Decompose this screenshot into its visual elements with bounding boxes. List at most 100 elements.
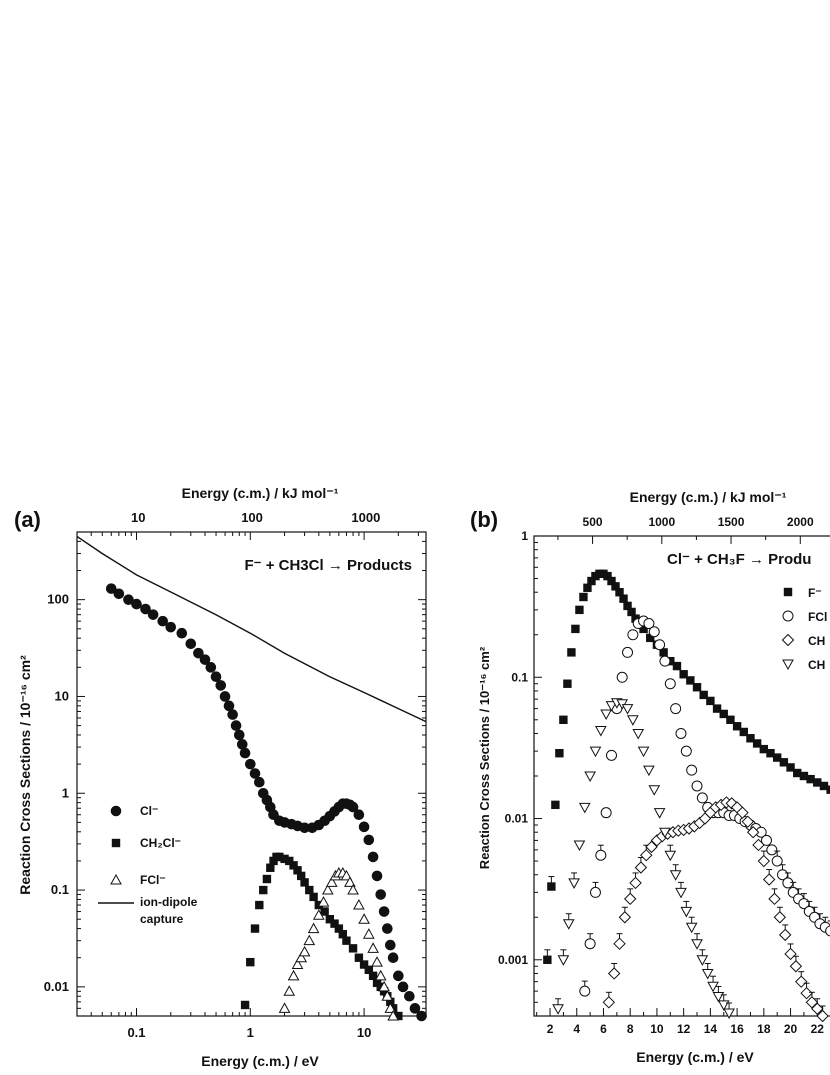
data-point-2 (362, 928, 375, 939)
data-point-1 (275, 852, 284, 862)
data-point-0 (205, 662, 217, 673)
x2-tick-label: 10 (131, 510, 145, 525)
data-point-0 (779, 758, 789, 767)
legend-label-fcl-b: FCl (808, 610, 827, 624)
data-point-0 (223, 700, 235, 712)
data-point-3 (685, 922, 698, 934)
data-point-2 (307, 922, 320, 934)
data-point-2 (607, 967, 621, 980)
data-point-2 (295, 951, 308, 963)
data-point-1 (771, 855, 783, 867)
data-point-1 (616, 671, 628, 683)
data-point-1 (255, 900, 264, 910)
data-point-0 (210, 671, 222, 683)
data-point-0 (579, 592, 588, 602)
data-point-3 (659, 827, 671, 839)
data-point-2 (789, 960, 803, 973)
data-point-0 (385, 939, 396, 951)
legend-label-ch-diamond: CH (808, 634, 825, 648)
data-point-0 (409, 1003, 421, 1014)
data-point-2 (344, 876, 356, 887)
data-point-0 (619, 594, 628, 603)
data-point-1 (354, 953, 364, 962)
data-point-0 (375, 889, 387, 900)
data-point-1 (654, 639, 666, 651)
data-point-0 (131, 598, 142, 610)
data-point-2 (325, 876, 338, 887)
data-point-0 (299, 822, 310, 834)
data-point-0 (140, 603, 151, 615)
data-point-2 (602, 996, 616, 1009)
data-point-0 (806, 774, 815, 784)
data-point-2 (381, 990, 394, 1001)
data-point-1 (309, 892, 318, 902)
data-point-1 (761, 834, 772, 846)
x-tick-label: 0.1 (127, 1025, 145, 1040)
x-tick-label: 12 (677, 1022, 691, 1036)
data-point-0 (672, 661, 682, 671)
data-point-2 (283, 985, 296, 996)
data-point-0 (193, 647, 204, 659)
data-point-0 (219, 691, 231, 702)
data-point-1 (364, 965, 373, 975)
data-point-0 (236, 739, 248, 750)
data-point-0 (623, 601, 632, 611)
data-point-3 (600, 709, 613, 720)
data-point-0 (559, 715, 568, 724)
data-point-1 (330, 919, 339, 928)
data-point-0 (230, 720, 242, 731)
data-point-0 (367, 851, 379, 863)
legend-symbol-ch-diamond (781, 633, 795, 647)
data-point-0 (739, 727, 748, 737)
legend-label-ch2cl: CH₂Cl⁻ (140, 836, 181, 850)
data-point-0 (347, 801, 359, 813)
data-point-1 (240, 1000, 250, 1010)
x-tick-label: 10 (357, 1025, 371, 1040)
data-point-0 (254, 776, 265, 788)
data-point-0 (185, 638, 197, 650)
data-point-3 (632, 728, 645, 740)
x2-tick-label: 500 (583, 515, 603, 529)
data-point-1 (766, 844, 778, 856)
legend-symbol-fcl (782, 610, 794, 622)
data-point-3 (568, 878, 580, 889)
data-point-0 (746, 734, 755, 743)
x2-tick-label: 1500 (718, 515, 745, 529)
data-point-1 (691, 780, 703, 792)
data-point-0 (607, 576, 616, 586)
data-point-1 (325, 915, 335, 924)
data-point-2 (291, 958, 304, 970)
data-point-3 (562, 919, 575, 930)
panel-a-top-axis-title: Energy (c.m.) / kJ mol⁻¹ (182, 485, 339, 501)
data-point-0 (719, 709, 728, 719)
data-point-2 (287, 969, 300, 981)
x2-tick-label: 1000 (648, 515, 675, 529)
y-tick-label: 0.1 (511, 670, 528, 684)
data-point-0 (551, 800, 560, 810)
x-tick-label: 16 (730, 1022, 744, 1036)
data-point-1 (782, 877, 794, 889)
data-point-1 (376, 982, 385, 992)
data-point-2 (773, 911, 787, 924)
data-point-2 (784, 947, 797, 961)
data-point-0 (799, 771, 809, 781)
x-tick-label: 14 (704, 1022, 718, 1036)
data-point-3 (723, 1008, 735, 1020)
data-point-1 (266, 863, 275, 872)
data-point-1 (296, 871, 306, 881)
data-point-0 (147, 609, 159, 620)
data-point-3 (696, 955, 709, 966)
data-point-0 (826, 785, 830, 794)
panel-a-data (76, 535, 427, 1022)
data-point-0 (752, 739, 762, 748)
data-point-1 (825, 925, 830, 937)
data-point-0 (239, 747, 251, 759)
data-point-1 (289, 861, 298, 870)
legend-label-f: F⁻ (808, 586, 822, 600)
panel-a-x-axis-title: Energy (c.m.) / eV (201, 1053, 319, 1069)
data-point-0 (387, 952, 399, 964)
data-point-0 (176, 627, 188, 639)
data-point-1 (250, 924, 260, 933)
panel-b-annotation: Cl⁻ + CH₃F → Produ (667, 551, 811, 568)
panel-b-legend-symbols (781, 587, 795, 671)
